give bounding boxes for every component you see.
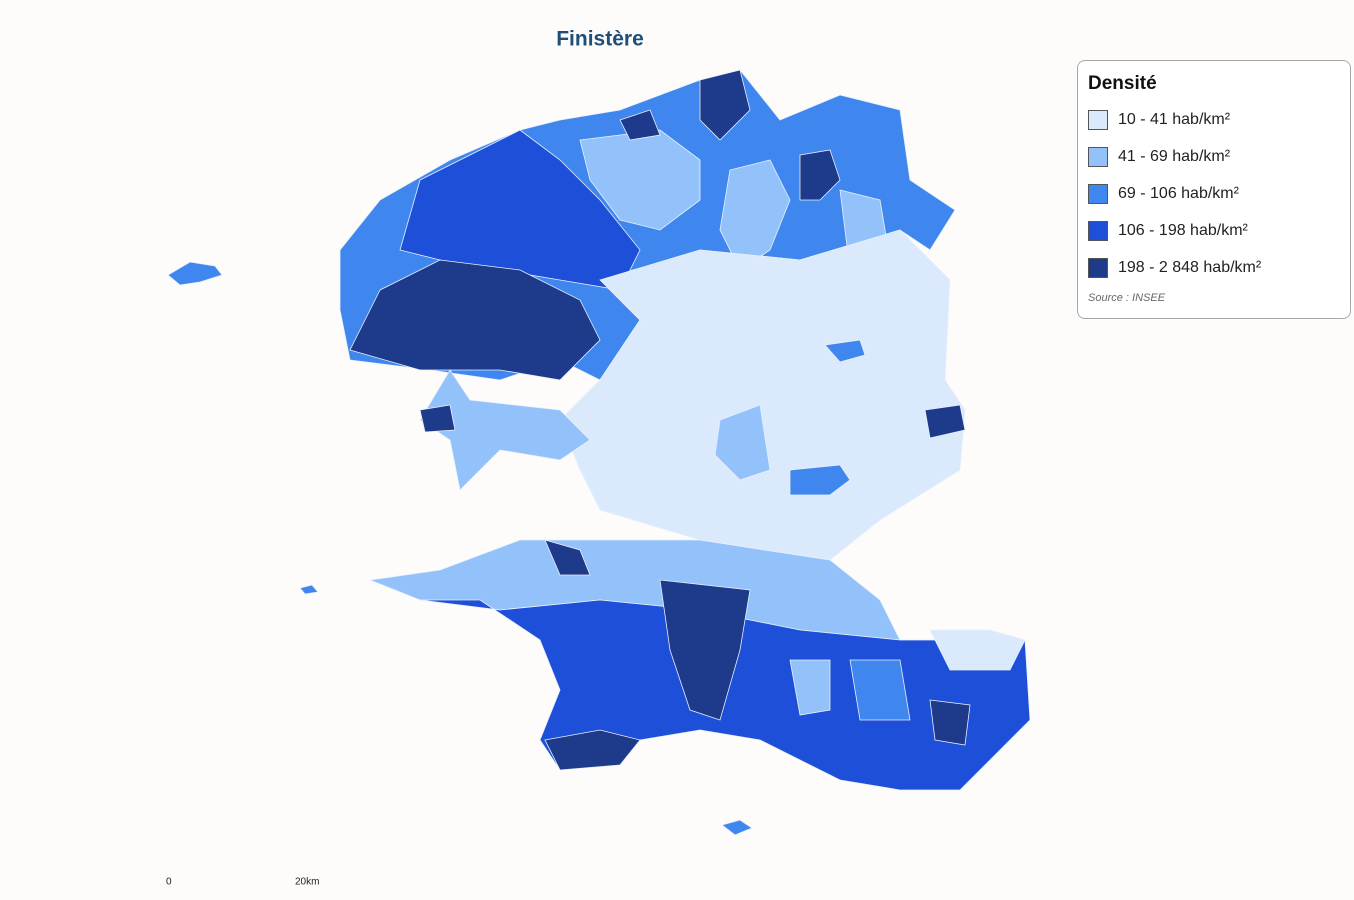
legend-label: 10 - 41 hab/km² (1118, 110, 1231, 128)
region-crozon (419, 369, 591, 491)
region-north-light (579, 129, 701, 231)
region-south-dense (929, 699, 971, 746)
region-crozon-dense (419, 404, 456, 433)
region-south-west-dense (544, 539, 591, 576)
legend-swatch (1088, 220, 1108, 241)
legend-swatch (1088, 257, 1108, 278)
region-center-patch (789, 464, 851, 496)
legend-label: 106 - 198 hab/km² (1118, 221, 1248, 239)
region-south-patch (789, 659, 831, 716)
legend-items: 10 - 41 hab/km² 41 - 69 hab/km² 69 - 106 h… (1088, 101, 1340, 286)
legend-swatch (1088, 109, 1108, 130)
region-north-dense (619, 109, 661, 141)
scale-label: 20km (295, 877, 319, 888)
legend-label: 41 - 69 hab/km² (1118, 147, 1231, 165)
region-east-patch (924, 404, 966, 439)
legend-label: 69 - 106 hab/km² (1118, 184, 1239, 202)
legend-label: 198 - 2 848 hab/km² (1118, 258, 1262, 276)
island-glenan (721, 819, 753, 836)
region-south-dense (659, 579, 751, 721)
region-south-east-light (929, 629, 1026, 671)
legend-swatch (1088, 183, 1108, 204)
legend-item: 198 - 2 848 hab/km² (1088, 249, 1340, 286)
legend-title: Densité (1088, 73, 1157, 94)
map-title: Finistère (556, 28, 644, 51)
scale-label: 0 (166, 877, 172, 888)
legend: Densité 10 - 41 hab/km² 41 - 69 hab/km² 69… (1077, 60, 1351, 319)
region-north-dense (799, 149, 841, 201)
region-center-patch (824, 339, 866, 363)
island-sein (299, 584, 319, 595)
legend-item: 106 - 198 hab/km² (1088, 212, 1340, 249)
legend-item: 10 - 41 hab/km² (1088, 101, 1340, 138)
legend-item: 69 - 106 hab/km² (1088, 175, 1340, 212)
departement (167, 69, 1031, 836)
region-north-dense (699, 69, 751, 141)
source: Source : INSEE (1088, 292, 1166, 304)
region-north-light (719, 159, 791, 271)
region-brest (349, 259, 601, 381)
region-south-patch (849, 659, 911, 721)
legend-swatch (1088, 146, 1108, 167)
region-south-dense (544, 729, 641, 771)
region-center (559, 229, 966, 561)
region-center-patch (714, 404, 771, 481)
island-ouessant (167, 261, 223, 286)
legend-item: 41 - 69 hab/km² (1088, 138, 1340, 175)
